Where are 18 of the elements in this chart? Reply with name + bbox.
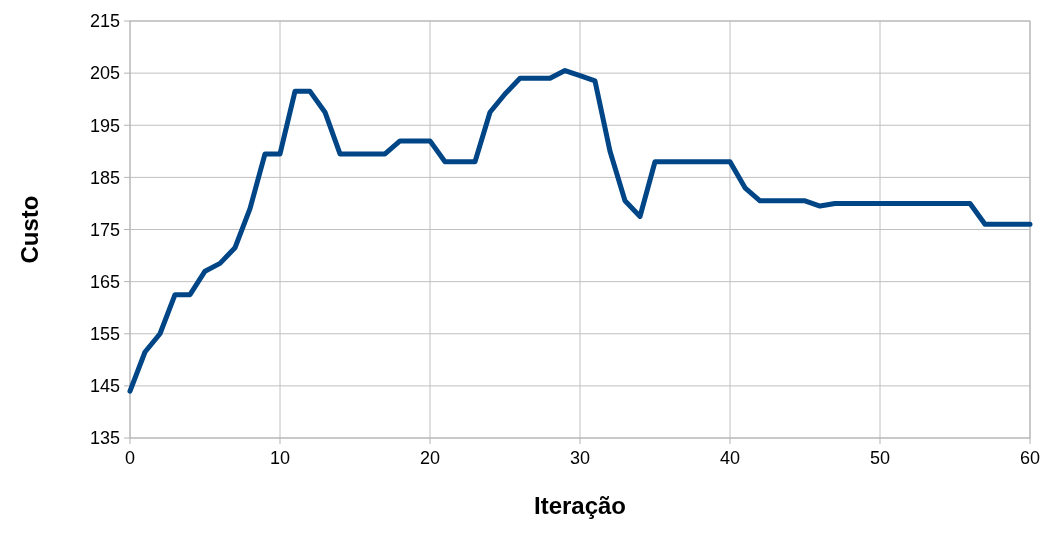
- x-tick-label: 40: [719, 448, 741, 468]
- y-tick-label: 155: [89, 324, 120, 345]
- y-tick-label: 195: [89, 115, 120, 136]
- x-tick-label: 0: [124, 448, 136, 468]
- x-tick-label: 10: [269, 448, 291, 468]
- y-tick-label: 135: [89, 428, 120, 449]
- x-tick-label: 20: [419, 448, 441, 468]
- x-tick-label: 60: [1019, 448, 1041, 468]
- x-tick-label: 50: [869, 448, 891, 468]
- y-tick-label: 175: [89, 219, 120, 240]
- y-tick-label: 185: [89, 167, 120, 188]
- y-tick-label: 205: [89, 63, 120, 84]
- y-tick-label: 215: [89, 11, 120, 32]
- y-tick-label: 145: [89, 376, 120, 397]
- x-axis-title: Iteração: [533, 492, 627, 519]
- y-axis-title: Custo: [16, 195, 43, 264]
- y-tick-label: 165: [89, 271, 120, 292]
- x-tick-label: 30: [569, 448, 591, 468]
